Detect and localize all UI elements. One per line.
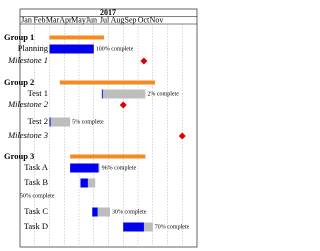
- row-label: Group 1: [4, 32, 34, 42]
- year-label: 2017: [100, 8, 116, 17]
- group-bar: [59, 80, 155, 85]
- gantt-chart: 2017 Jan Feb Mar Apr May Jun Jul Aug Sep Oct Nov Gr…: [4, 8, 198, 248]
- row-label: Task D: [24, 221, 48, 231]
- row-label: Task C: [24, 206, 48, 216]
- progress-label: 100% complete: [96, 46, 134, 52]
- month-label: Nov: [150, 15, 164, 24]
- month-label: Mar: [46, 15, 60, 24]
- task-bar: [49, 117, 71, 127]
- row-label: Group 2: [4, 77, 34, 87]
- group-bar: [70, 154, 146, 159]
- task-bar: [101, 89, 146, 99]
- row-label: Planning: [18, 43, 49, 53]
- row-label: Task A: [24, 162, 49, 172]
- task-progress: [49, 117, 51, 127]
- task-progress: [80, 178, 88, 188]
- month-label: Apr: [59, 15, 72, 24]
- month-label: Jun: [86, 15, 97, 24]
- milestone-diamond: [119, 101, 127, 109]
- task-progress: [70, 163, 99, 173]
- month-label: May: [71, 15, 86, 24]
- row-label: Milestone 2: [7, 99, 49, 109]
- task-progress: [92, 207, 98, 217]
- month-label: Sep: [125, 15, 137, 24]
- row-label: Test 2: [28, 116, 48, 126]
- progress-label: 96% complete: [102, 165, 137, 171]
- month-label: Oct: [138, 15, 150, 24]
- group-bar: [49, 35, 105, 40]
- task-progress: [123, 222, 144, 232]
- month-label: Jan: [21, 15, 32, 24]
- row-label: Task B: [24, 177, 48, 187]
- milestone-diamond: [178, 132, 186, 140]
- task-progress: [101, 89, 103, 99]
- progress-label: 50% complete: [20, 193, 55, 199]
- milestone-diamond: [140, 57, 148, 65]
- month-label: Jul: [100, 15, 110, 24]
- row-label: Milestone 1: [7, 55, 48, 65]
- progress-label: 5% complete: [72, 119, 104, 125]
- row-label: Group 3: [4, 151, 34, 161]
- progress-label: 30% complete: [112, 209, 147, 215]
- task-bar: [92, 207, 110, 217]
- month-label: Aug: [111, 15, 125, 24]
- row-label: Milestone 3: [7, 130, 48, 140]
- progress-label: 2% complete: [147, 91, 179, 97]
- progress-label: 70% complete: [155, 224, 190, 230]
- task-progress: [49, 44, 94, 54]
- month-label: Feb: [34, 15, 46, 24]
- row-label: Test 1: [28, 88, 48, 98]
